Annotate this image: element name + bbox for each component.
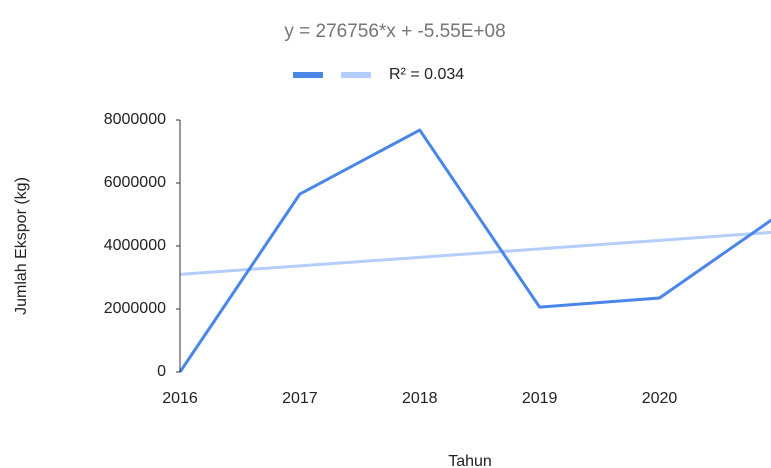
x-tick-label: 2019 bbox=[522, 390, 558, 407]
y-tick-label: 0 bbox=[157, 363, 166, 380]
series-line bbox=[179, 230, 771, 276]
y-tick-label: 6000000 bbox=[104, 174, 166, 191]
y-tick-label: 8000000 bbox=[104, 111, 166, 128]
x-tick-label: 2016 bbox=[162, 390, 198, 407]
y-tick-label: 4000000 bbox=[104, 237, 166, 254]
y-tick-label: 2000000 bbox=[104, 300, 166, 317]
legend-label: R² = 0.034 bbox=[389, 66, 464, 83]
y-axis-title: Jumlah Ekspor (kg) bbox=[13, 177, 30, 315]
series-line bbox=[178, 128, 771, 373]
x-axis-title: Tahun bbox=[448, 453, 492, 468]
chart-title: y = 276756*x + -5.55E+08 bbox=[284, 21, 505, 42]
x-tick-label: 2017 bbox=[282, 390, 318, 407]
x-tick-label: 2018 bbox=[402, 390, 438, 407]
x-tick-label: 2020 bbox=[642, 390, 678, 407]
plot-area bbox=[178, 128, 771, 373]
